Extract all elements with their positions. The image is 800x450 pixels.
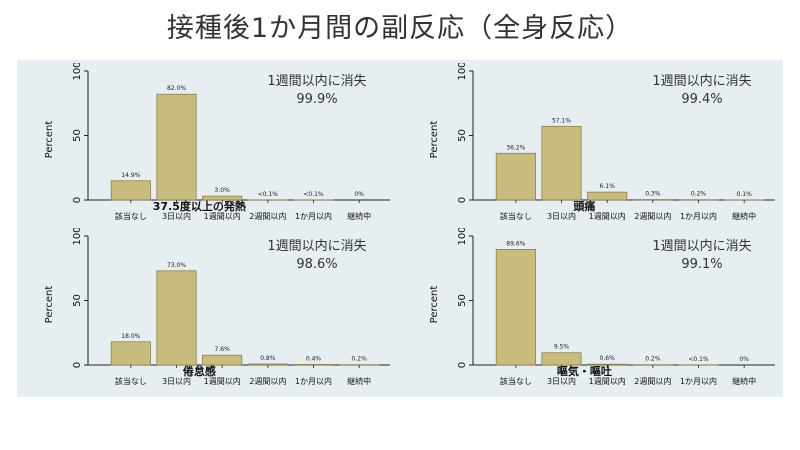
data-label: 0.8% [260,355,276,362]
category-label: 1か月以内 [680,211,717,221]
annotation-value: 99.1% [681,257,722,272]
annotation-label: 1週間以内に消失 [267,73,366,89]
category-label: 1週間以内 [589,376,626,386]
data-label: 6.1% [600,183,616,190]
category-label: 3日以内 [162,376,191,386]
y-tick-label: 100 [72,228,83,246]
data-label: 0.3% [645,191,661,198]
y-tick-label: 100 [457,63,468,81]
data-label: 36.2% [506,144,525,151]
y-tick-label: 0 [72,362,83,368]
data-label: 0.4% [306,355,322,362]
y-tick-label: 0 [72,197,83,203]
page-title: 接種後1か月間の副反応（全身反応） [166,13,634,44]
y-axis-label: Percent [429,121,440,159]
annotation-label: 1週間以内に消失 [652,238,751,254]
category-label: 該当なし [115,211,147,221]
category-label: 3日以内 [547,211,576,221]
category-label: 2週間以内 [249,211,286,221]
data-label: <0.1% [303,191,324,198]
y-tick-label: 0 [457,362,468,368]
chart-title: 頭痛 [573,199,595,213]
data-label: 57.1% [552,117,571,124]
annotation-value: 99.9% [296,92,337,107]
category-label: 1週間以内 [204,211,241,221]
bar [156,93,197,201]
data-label: 73.0% [167,262,186,269]
bar [587,191,628,201]
category-label: 2週間以内 [634,211,671,221]
y-tick-label: 50 [457,294,468,307]
annotation-label: 1週間以内に消失 [652,73,751,89]
data-label: 82.0% [167,85,186,92]
chart-headache: 0 50 100 Percent 36.2% 該当なし 57.1% 3日以内 6.1% 1週間以内… [429,63,775,221]
data-label: <0.1% [688,356,709,363]
y-tick-label: 50 [72,129,83,142]
chart-fever: 0 50 100 Percent 14.9% 該当なし 82.0% 3日以内 3.0% 1週間以内… [44,63,390,221]
data-label: 0.2% [691,191,707,198]
y-tick-label: 0 [457,197,468,203]
category-label: 継続中 [732,376,756,386]
category-label: 3日以内 [162,211,191,221]
chart-title: 37.5度以上の発熱 [153,199,246,213]
y-tick-label: 50 [457,129,468,142]
category-label: 1か月以内 [680,376,717,386]
category-label: 該当なし [500,211,532,221]
bar [495,152,536,201]
category-label: 1週間以内 [204,376,241,386]
annotation-value: 98.6% [296,257,337,272]
category-label: 継続中 [732,211,756,221]
data-label: 0% [739,356,749,363]
data-label: 0% [354,191,364,198]
y-axis-label: Percent [44,121,55,159]
category-label: 2週間以内 [249,376,286,386]
bar [202,354,243,366]
bar [110,341,151,366]
bar [495,249,536,366]
y-tick-label: 50 [72,294,83,307]
y-axis-label: Percent [429,286,440,324]
bar [541,125,582,201]
annotation-value: 99.4% [681,92,722,107]
bar [293,364,334,366]
category-label: 3日以内 [547,376,576,386]
chart-title: 嘔気・嘔吐 [557,364,612,378]
data-label: 3.0% [215,187,231,194]
data-label: 0.6% [600,355,616,362]
y-tick-label: 100 [457,228,468,246]
bar [541,352,582,366]
chart-fatigue: 0 50 100 Percent 18.0% 該当なし 73.0% 3日以内 7.6% 1週間以内… [44,228,390,386]
data-label: 14.9% [121,172,140,179]
data-label: 0.2% [645,356,661,363]
data-label: 9.5% [554,344,570,351]
data-label: 0.2% [352,356,368,363]
data-label: 89.6% [506,240,525,247]
category-label: 2週間以内 [634,376,671,386]
bar [110,180,151,201]
y-axis-label: Percent [44,286,55,324]
category-label: 1週間以内 [589,211,626,221]
category-label: 継続中 [347,211,371,221]
bar [156,270,197,366]
figure-panel [17,60,783,397]
category-label: 1か月以内 [295,211,332,221]
y-tick-label: 100 [72,63,83,81]
annotation-label: 1週間以内に消失 [267,238,366,254]
chart-nausea: 0 50 100 Percent 89.6% 該当なし 9.5% 3日以内 0.6% 1週間以内 0… [429,228,775,386]
category-label: 該当なし [500,376,532,386]
bar [247,363,288,366]
data-label: 7.6% [215,346,231,353]
data-label: 18.0% [121,333,140,340]
chart-title: 倦怠感 [183,364,216,378]
category-label: 1か月以内 [295,376,332,386]
data-label: <0.1% [258,191,279,198]
category-label: 該当なし [115,376,147,386]
data-label: 0.1% [737,191,753,198]
category-label: 継続中 [347,376,371,386]
